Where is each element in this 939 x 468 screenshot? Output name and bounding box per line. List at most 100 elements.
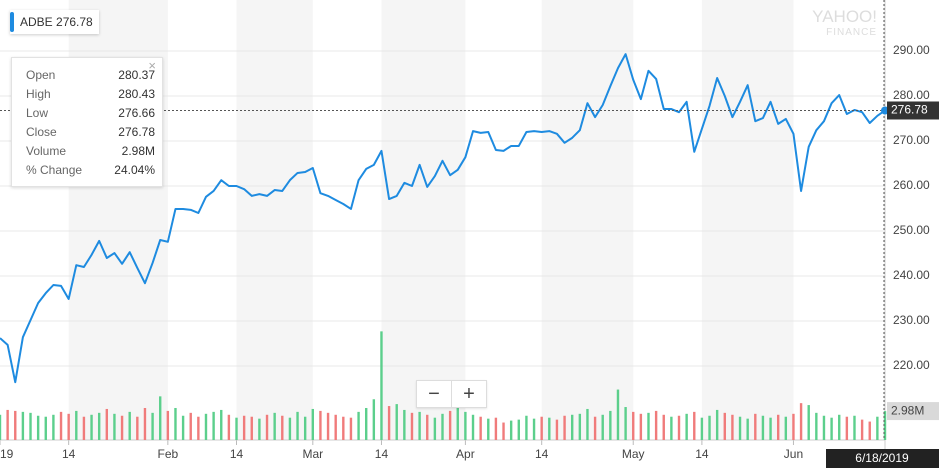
tooltip-label: % Change (26, 163, 83, 177)
volume-bar (662, 414, 665, 440)
band (236, 0, 313, 440)
volume-bar (685, 413, 688, 440)
volume-bar (876, 416, 879, 440)
volume-bar (426, 414, 429, 440)
volume-bar (448, 410, 452, 440)
volume-bar (372, 399, 376, 440)
last-volume-box (887, 402, 939, 421)
volume-bar (166, 410, 170, 440)
ticker-price: 276.78 (56, 15, 93, 29)
volume-bar (0, 414, 2, 440)
volume-bar (67, 413, 70, 440)
volume-bar (36, 415, 40, 440)
volume-bar (342, 416, 345, 440)
tooltip-close[interactable]: × (148, 58, 156, 73)
y-tick-label: 220.00 (893, 358, 930, 372)
volume-bar (29, 412, 32, 440)
volume-bar (75, 410, 78, 440)
band (541, 0, 634, 440)
volume-bar (242, 415, 246, 440)
volume-bar (136, 416, 139, 440)
tooltip: × Open 280.37 High 280.43 Low 276.66 Close 276.7… (11, 57, 163, 187)
volume-bar (105, 408, 109, 440)
x-tick-label: 14 (535, 447, 549, 461)
volume-bar (616, 389, 620, 440)
volume-bar (6, 409, 9, 440)
volume-bar (822, 415, 826, 440)
last-price: 276.78 (891, 103, 928, 117)
volume-bar (601, 414, 604, 440)
volume-bar (746, 418, 749, 440)
volume-bar (586, 408, 589, 440)
volume-bar (403, 409, 406, 440)
volume-bar (609, 410, 612, 440)
x-tick-label: 14 (62, 447, 76, 461)
volume-bar (761, 415, 765, 440)
volume-bar (97, 412, 101, 440)
tooltip-label: Low (26, 106, 49, 120)
volume-bar (159, 396, 162, 440)
volume-bar (365, 407, 368, 440)
volume-bar (296, 411, 299, 440)
volume-bar (715, 409, 719, 440)
volume-bar (815, 412, 818, 440)
volume-bar (410, 412, 414, 440)
volume-bar (776, 414, 780, 440)
volume-bar (700, 417, 704, 440)
volume-bar (433, 417, 437, 440)
volume-bar (517, 419, 520, 440)
volume-bar (334, 414, 337, 440)
volume-bar (181, 415, 185, 440)
volume-bar (143, 407, 147, 440)
volume-bar (220, 409, 223, 440)
volume-bar (830, 417, 833, 440)
last-price-box (887, 101, 939, 120)
volume-bar (509, 420, 513, 440)
x-tick-label: 14 (230, 447, 244, 461)
volume-bar (723, 412, 726, 440)
tooltip-row: Low 276.66 (12, 104, 162, 123)
y-tick-label: 250.00 (893, 223, 930, 237)
volume-bar (387, 406, 391, 440)
volume-bar (128, 411, 131, 440)
ticker-badge: ADBE 276.78 (10, 10, 99, 34)
volume-bar (14, 410, 17, 440)
x-tick-label: Feb (158, 447, 179, 461)
volume-bar (82, 416, 86, 440)
watermark: YAHOO! FINANCE (812, 8, 877, 41)
volume-bar (548, 417, 551, 440)
volume-bar (693, 411, 696, 440)
volume-bar (265, 414, 269, 440)
x-tick-label: 14 (695, 447, 709, 461)
band (701, 0, 794, 440)
volume-bar (754, 413, 757, 440)
tooltip-value: 280.43 (118, 87, 155, 101)
volume-bar (647, 412, 650, 440)
volume-bar (563, 415, 566, 440)
volume-bar (525, 415, 528, 440)
watermark-sub: FINANCE (826, 27, 877, 38)
volume-bar (59, 411, 63, 440)
volume-bar (624, 407, 627, 440)
volume-bar (441, 413, 444, 440)
x-tick-label: May (622, 447, 645, 461)
volume-bar (113, 413, 116, 440)
volume-bar (487, 418, 490, 440)
volume-bar (326, 412, 330, 440)
volume-bar (288, 417, 292, 440)
volume-bar (311, 408, 315, 440)
volume-bar (479, 416, 482, 440)
tooltip-value: 276.66 (118, 106, 155, 120)
y-tick-label: 240.00 (893, 268, 930, 282)
volume-bar (708, 415, 711, 440)
x-tick-label: Apr (456, 447, 475, 461)
zoom-out[interactable]: − (417, 381, 452, 407)
volume-bar (494, 417, 498, 440)
volume-bar (227, 414, 231, 440)
zoom-in[interactable]: + (463, 383, 475, 405)
volume-bar (792, 413, 795, 440)
volume-bar (799, 403, 803, 440)
band (381, 0, 466, 440)
